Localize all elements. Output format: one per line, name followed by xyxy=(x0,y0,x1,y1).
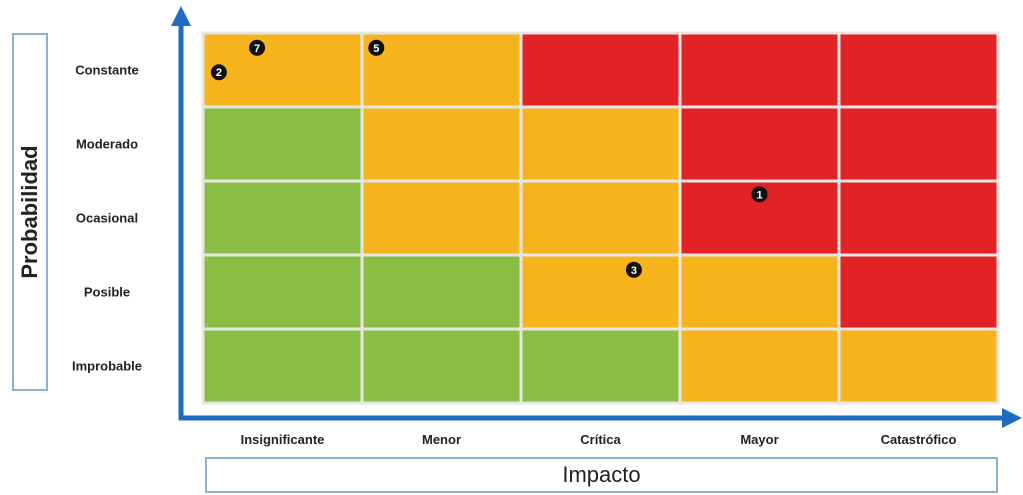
matrix-cell xyxy=(678,327,841,405)
matrix-cell xyxy=(837,327,1000,405)
x-tick-label: Menor xyxy=(422,432,461,447)
matrix-cell xyxy=(837,31,1000,109)
x-tick-label: Mayor xyxy=(740,432,779,447)
y-axis-title: Probabilidad xyxy=(17,145,42,279)
matrix-cell xyxy=(360,105,523,183)
risk-marker-dot xyxy=(368,39,385,56)
matrix-cell xyxy=(519,31,682,109)
x-tick-label: Insignificante xyxy=(240,432,325,447)
y-tick-label: Improbable xyxy=(71,358,143,374)
risk-marker-label: 1 xyxy=(756,189,762,201)
y-tick-label: Moderado xyxy=(75,136,139,152)
matrix-cell xyxy=(360,31,523,109)
y-tick-label: Ocasional xyxy=(75,210,139,226)
risk-marker-dot xyxy=(210,64,227,81)
risk-marker: 2 xyxy=(210,64,227,81)
matrix-cell xyxy=(201,253,364,331)
matrix-cell xyxy=(360,179,523,257)
matrix-cell xyxy=(360,327,523,405)
axis-layer xyxy=(171,6,1022,428)
cells-layer xyxy=(201,31,1000,405)
risk-marker-label: 3 xyxy=(631,265,637,277)
matrix-cell xyxy=(201,105,364,183)
y-tick-label: Constante xyxy=(75,62,139,78)
markers-layer: 7 2 5 1 3 xyxy=(210,39,768,278)
risk-marker: 1 xyxy=(751,186,768,203)
risk-marker: 7 xyxy=(249,39,266,56)
matrix-cell xyxy=(837,253,1000,331)
matrix-cell xyxy=(837,105,1000,183)
matrix-cell xyxy=(519,105,682,183)
risk-marker: 5 xyxy=(368,39,385,56)
x-tick-label: Crítica xyxy=(580,432,621,447)
matrix-cell xyxy=(519,327,682,405)
risk-marker-label: 5 xyxy=(373,43,379,55)
risk-marker-dot xyxy=(751,186,768,203)
x-axis-title: Impacto xyxy=(562,462,641,487)
x-tick-label: Catastrófico xyxy=(880,432,957,447)
y-tick-label: Posible xyxy=(83,284,131,300)
matrix-cell xyxy=(201,179,364,257)
y-axis-title-box: Probabilidad xyxy=(12,33,48,391)
matrix-cell xyxy=(678,31,841,109)
matrix-cell xyxy=(360,253,523,331)
matrix-cell xyxy=(519,179,682,257)
matrix-cell xyxy=(678,105,841,183)
risk-marker-label: 2 xyxy=(216,67,222,79)
matrix-cell xyxy=(837,179,1000,257)
risk-marker-label: 7 xyxy=(254,43,260,55)
matrix-cell xyxy=(519,253,682,331)
matrix-cell xyxy=(201,31,364,109)
matrix-cell xyxy=(678,253,841,331)
matrix-cell xyxy=(201,327,364,405)
risk-marker: 3 xyxy=(625,261,642,278)
x-axis-title-box: Impacto xyxy=(205,457,998,493)
risk-marker-dot xyxy=(625,261,642,278)
risk-marker-dot xyxy=(249,39,266,56)
